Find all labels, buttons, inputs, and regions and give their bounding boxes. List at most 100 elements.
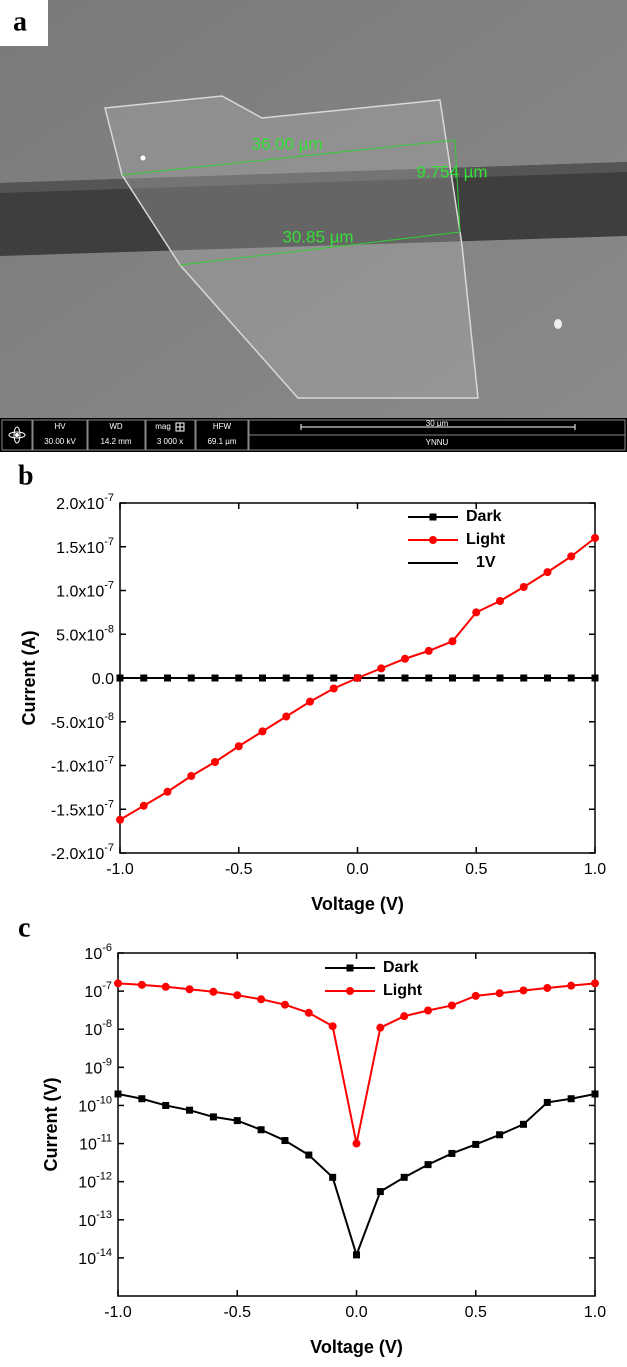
marker	[234, 742, 243, 751]
x-tick-label: 0.5	[465, 1304, 487, 1321]
particle	[554, 319, 562, 329]
marker	[519, 1120, 527, 1128]
marker	[211, 674, 219, 682]
marker	[139, 801, 148, 810]
x-axis-label: Voltage (V)	[311, 894, 404, 914]
marker	[235, 674, 243, 682]
legend-label: Dark	[383, 959, 419, 976]
marker	[377, 664, 386, 673]
measurement: 9.754 µm	[416, 162, 487, 181]
info-label: HFW	[213, 422, 232, 431]
x-tick-label: 1.0	[584, 861, 606, 878]
marker	[114, 979, 122, 988]
marker	[377, 674, 385, 682]
y-axis-label: Current (A)	[19, 631, 39, 726]
x-tick-label: -0.5	[225, 861, 253, 878]
panel-label-box	[0, 0, 48, 46]
marker	[567, 552, 576, 561]
y-tick-label: 1.0x10-7	[56, 579, 114, 600]
info-label: mag	[155, 422, 171, 431]
y-tick-label: 5.0x10-8	[56, 623, 114, 644]
marker	[140, 674, 148, 682]
marker	[233, 991, 242, 1000]
marker	[472, 674, 480, 682]
marker	[353, 674, 362, 682]
marker	[353, 1251, 360, 1259]
x-tick-label: 0.0	[346, 861, 368, 878]
marker	[472, 1140, 480, 1148]
marker	[282, 674, 290, 682]
marker	[116, 674, 124, 682]
marker	[447, 1001, 456, 1010]
trench-edge	[0, 162, 627, 193]
marker	[185, 985, 194, 994]
marker	[543, 1098, 551, 1106]
info-value: 30.00 kV	[44, 437, 76, 446]
marker	[211, 758, 219, 766]
marker	[400, 1173, 408, 1181]
marker	[209, 987, 218, 996]
marker	[328, 1022, 337, 1031]
marker	[448, 1149, 456, 1157]
marker	[519, 986, 528, 995]
y-tick-label: -2.0x10-7	[51, 842, 114, 863]
marker	[567, 981, 576, 990]
measurement: 30.85 µm	[282, 227, 353, 246]
marker	[424, 1161, 432, 1169]
marker	[186, 1106, 194, 1114]
marker	[471, 991, 480, 1000]
flake	[104, 95, 479, 399]
info-cells	[1, 419, 626, 451]
x-tick-label: -0.5	[223, 1304, 251, 1321]
marker	[346, 964, 354, 972]
marker	[329, 684, 338, 693]
marker	[330, 674, 338, 682]
y-tick-label: 0.0	[92, 671, 114, 688]
x-tick-label: 0.5	[465, 861, 487, 878]
marker	[187, 674, 195, 682]
panel-label: c	[18, 912, 30, 943]
marker	[495, 989, 504, 998]
legend-label: Light	[466, 531, 506, 548]
y-tick-label: -1.5x10-7	[51, 798, 114, 819]
panel-label: a	[13, 6, 27, 37]
marker	[519, 583, 528, 591]
particle	[140, 155, 146, 161]
y-tick-label: 10-9	[84, 1056, 112, 1077]
x-tick-label: -1.0	[106, 861, 134, 878]
measure-line	[454, 139, 461, 233]
marker	[424, 1006, 433, 1015]
measure-line	[179, 231, 461, 266]
legend-label: Dark	[466, 508, 502, 525]
y-tick-label: 1.5x10-7	[56, 536, 114, 557]
marker	[543, 568, 552, 577]
info-label: WD	[109, 422, 123, 431]
info-value: 69.1 µm	[207, 437, 236, 446]
marker	[306, 697, 314, 706]
marker	[591, 674, 599, 682]
marker	[280, 1000, 289, 1009]
info-value: 14.2 mm	[100, 437, 131, 446]
marker	[161, 982, 170, 991]
y-tick-label: 10-11	[79, 1132, 112, 1153]
legend-label: Light	[383, 982, 423, 999]
marker	[401, 674, 409, 682]
marker	[543, 983, 552, 992]
marker	[233, 1117, 241, 1125]
marker	[329, 1173, 337, 1181]
x-tick-label: 1.0	[584, 1304, 606, 1321]
institution: YNNU	[426, 438, 449, 447]
marker	[591, 979, 599, 988]
y-tick-label: 10-7	[84, 980, 112, 1001]
marker	[257, 1126, 265, 1134]
marker	[282, 712, 291, 721]
marker	[449, 674, 456, 682]
marker	[448, 637, 457, 646]
x-tick-label: -1.0	[104, 1304, 132, 1321]
marker	[591, 1090, 599, 1098]
marker	[376, 1188, 384, 1196]
marker	[116, 815, 124, 824]
marker	[401, 654, 409, 663]
marker	[257, 995, 266, 1004]
marker	[424, 646, 433, 655]
